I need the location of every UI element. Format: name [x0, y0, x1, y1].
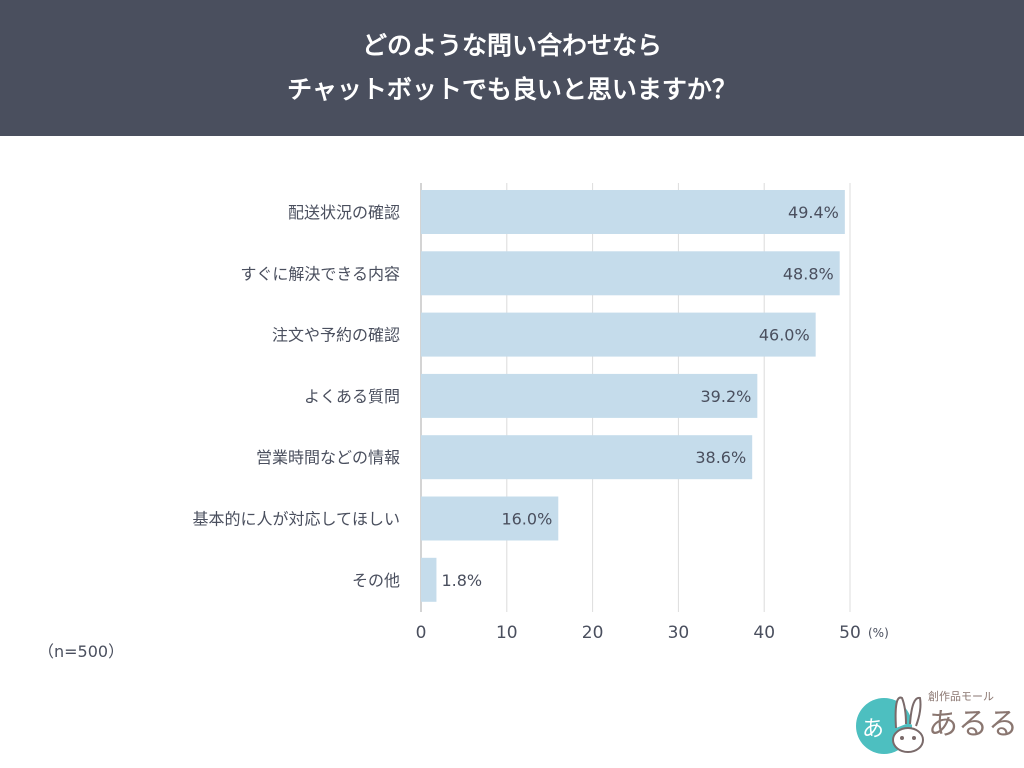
x-unit-label: (%) [868, 626, 889, 640]
title-line-2: チャットボットでも良いと思いますか？ [287, 75, 737, 104]
category-label: 営業時間などの情報 [256, 448, 400, 467]
data-label: 48.8% [783, 264, 834, 283]
x-tick-label: 40 [753, 623, 775, 643]
category-label: 注文や予約の確認 [272, 326, 400, 345]
x-tick-label: 50 [839, 623, 861, 643]
bar [421, 251, 840, 296]
title-line-1: どのような問い合わせなら [361, 31, 662, 60]
data-label: 49.4% [788, 203, 839, 222]
data-label: 39.2% [701, 387, 752, 406]
data-label: 46.0% [759, 326, 810, 345]
logo-mark: あ [862, 717, 884, 742]
sample-size-note: （n=500） [38, 642, 125, 661]
aruru-logo: あ 創作品モール あるる [856, 689, 1018, 754]
data-label: 1.8% [441, 571, 482, 590]
category-label: 配送状況の確認 [288, 203, 400, 222]
logo-name: あるる [928, 707, 1018, 742]
bar [421, 557, 437, 602]
data-label: 38.6% [695, 448, 746, 467]
x-tick-label: 0 [416, 623, 427, 643]
bar [421, 435, 753, 480]
category-label: すぐに解決できる内容 [240, 264, 400, 283]
x-tick-label: 20 [582, 623, 604, 643]
x-tick-label: 10 [496, 623, 518, 643]
category-label: その他 [352, 571, 400, 590]
bar [421, 496, 559, 541]
x-tick-label: 30 [668, 623, 690, 643]
bar [421, 373, 758, 418]
title-banner: どのような問い合わせなら チャットボットでも良いと思いますか？ [0, 0, 1024, 136]
category-label: 基本的に人が対応してほしい [192, 510, 400, 529]
bar [421, 190, 845, 234]
category-label: よくある質問 [304, 387, 400, 406]
logo-tagline: 創作品モール [928, 689, 994, 703]
data-label: 16.0% [501, 510, 552, 529]
bar [421, 312, 816, 357]
